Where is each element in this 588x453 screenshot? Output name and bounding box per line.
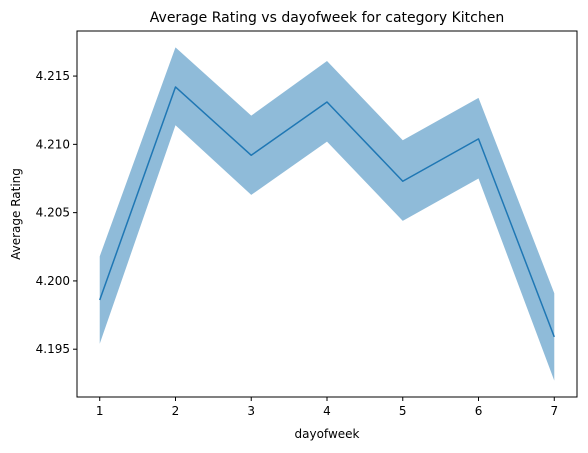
x-tick-label: 6: [475, 404, 483, 418]
plot-area: [99, 47, 555, 381]
y-axis: 4.195 4.200 4.205 4.210 4.215: [36, 69, 77, 356]
y-tick-label: 4.200: [36, 274, 70, 288]
x-tick-label: 2: [172, 404, 180, 418]
y-tick-label: 4.215: [36, 69, 70, 83]
y-axis-label: Average Rating: [9, 168, 23, 260]
series-line: [99, 86, 555, 338]
x-tick-label: 7: [550, 404, 558, 418]
chart-title: Average Rating vs dayofweek for category…: [150, 10, 504, 26]
x-axis: 1 2 3 4 5 6 7: [96, 397, 558, 418]
y-tick-label: 4.210: [36, 137, 70, 151]
y-tick-label: 4.205: [36, 206, 70, 220]
x-tick-label: 5: [399, 404, 407, 418]
y-tick-label: 4.195: [36, 342, 70, 356]
x-tick-label: 4: [323, 404, 331, 418]
x-tick-label: 3: [247, 404, 255, 418]
x-tick-label: 1: [96, 404, 104, 418]
x-axis-label: dayofweek: [295, 427, 360, 441]
confidence-band: [99, 47, 555, 381]
